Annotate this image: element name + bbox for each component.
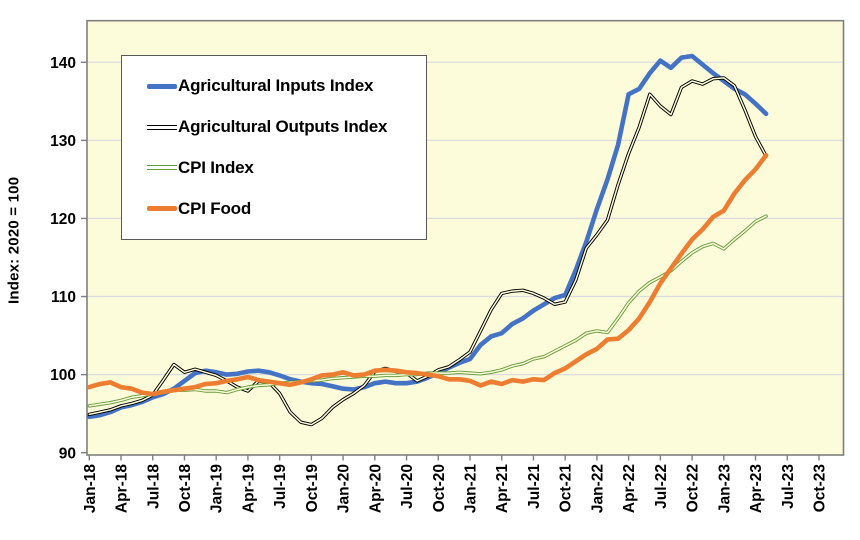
y-tick-label: 130 bbox=[50, 133, 76, 150]
x-tick-label: Apr-23 bbox=[748, 464, 765, 513]
x-tick-label: Jan-23 bbox=[716, 464, 733, 513]
y-axis-title: Index: 2020 = 100 bbox=[5, 176, 23, 304]
series-cpi-food bbox=[87, 152, 769, 397]
x-tick-label: Jul-22 bbox=[653, 464, 670, 509]
x-tick-label: Oct-20 bbox=[431, 464, 448, 512]
x-tick-label: Jul-18 bbox=[145, 464, 162, 509]
x-tick-label: Oct-18 bbox=[177, 464, 194, 513]
legend-label-cpi-food: CPI Food bbox=[178, 198, 251, 218]
legend-swatch-cpi-index bbox=[147, 165, 177, 171]
x-tick-label: Jul-20 bbox=[399, 464, 416, 509]
legend-label-cpi-index: CPI Index bbox=[178, 157, 254, 177]
x-tick-label: Jan-21 bbox=[463, 464, 480, 513]
legend-label-agricultural-outputs: Agricultural Outputs Index bbox=[178, 117, 388, 137]
x-tick-label: Apr-18 bbox=[114, 464, 131, 513]
x-tick-label: Oct-22 bbox=[685, 464, 702, 512]
legend-swatch-agricultural-outputs bbox=[147, 124, 177, 130]
y-tick-label: 120 bbox=[50, 211, 76, 228]
legend-item-agricultural-outputs: Agricultural Outputs Index bbox=[147, 117, 420, 137]
y-tick-label: 140 bbox=[50, 55, 76, 72]
y-axis: 90 100 110 120 130 140 bbox=[50, 55, 87, 462]
legend-swatch-agricultural-inputs bbox=[147, 83, 177, 89]
legend-item-cpi-food: CPI Food bbox=[147, 199, 420, 219]
x-tick-label: Oct-21 bbox=[558, 464, 575, 513]
x-tick-label: Apr-20 bbox=[367, 464, 384, 513]
x-tick-label: Jul-19 bbox=[272, 464, 289, 509]
x-tick-label: Jul-21 bbox=[526, 464, 543, 509]
cpi-food-line bbox=[87, 152, 769, 397]
legend-swatch-cpi-food bbox=[147, 206, 177, 212]
plot-frame bbox=[86, 19, 845, 456]
x-tick-label: Jul-23 bbox=[780, 464, 797, 509]
x-tick-label: Jan-22 bbox=[589, 464, 606, 513]
x-tick-label: Apr-19 bbox=[240, 464, 257, 513]
x-tick-label: Oct-19 bbox=[304, 464, 321, 513]
x-tick-label: Apr-21 bbox=[494, 464, 511, 513]
y-tick-label: 110 bbox=[51, 289, 76, 306]
y-tick-label: 90 bbox=[59, 445, 76, 462]
x-tick-label: Jan-18 bbox=[82, 464, 99, 513]
x-axis: Jan-18 Apr-18 Jul-18 Oct-18 Jan-19 Apr-19 Jul-… bbox=[82, 455, 828, 513]
legend-item-agricultural-inputs: Agricultural Inputs Index bbox=[147, 76, 420, 96]
x-tick-label: Jan-19 bbox=[209, 464, 226, 513]
x-tick-label: Apr-22 bbox=[621, 464, 638, 513]
legend-item-cpi-index: CPI Index bbox=[147, 158, 420, 178]
legend: Agricultural Inputs Index Agricultural O… bbox=[121, 55, 427, 240]
x-tick-label: Jan-20 bbox=[336, 464, 353, 513]
legend-label-agricultural-inputs: Agricultural Inputs Index bbox=[178, 76, 374, 96]
y-tick-label: 100 bbox=[50, 367, 76, 384]
x-tick-label: Oct-23 bbox=[811, 464, 828, 513]
